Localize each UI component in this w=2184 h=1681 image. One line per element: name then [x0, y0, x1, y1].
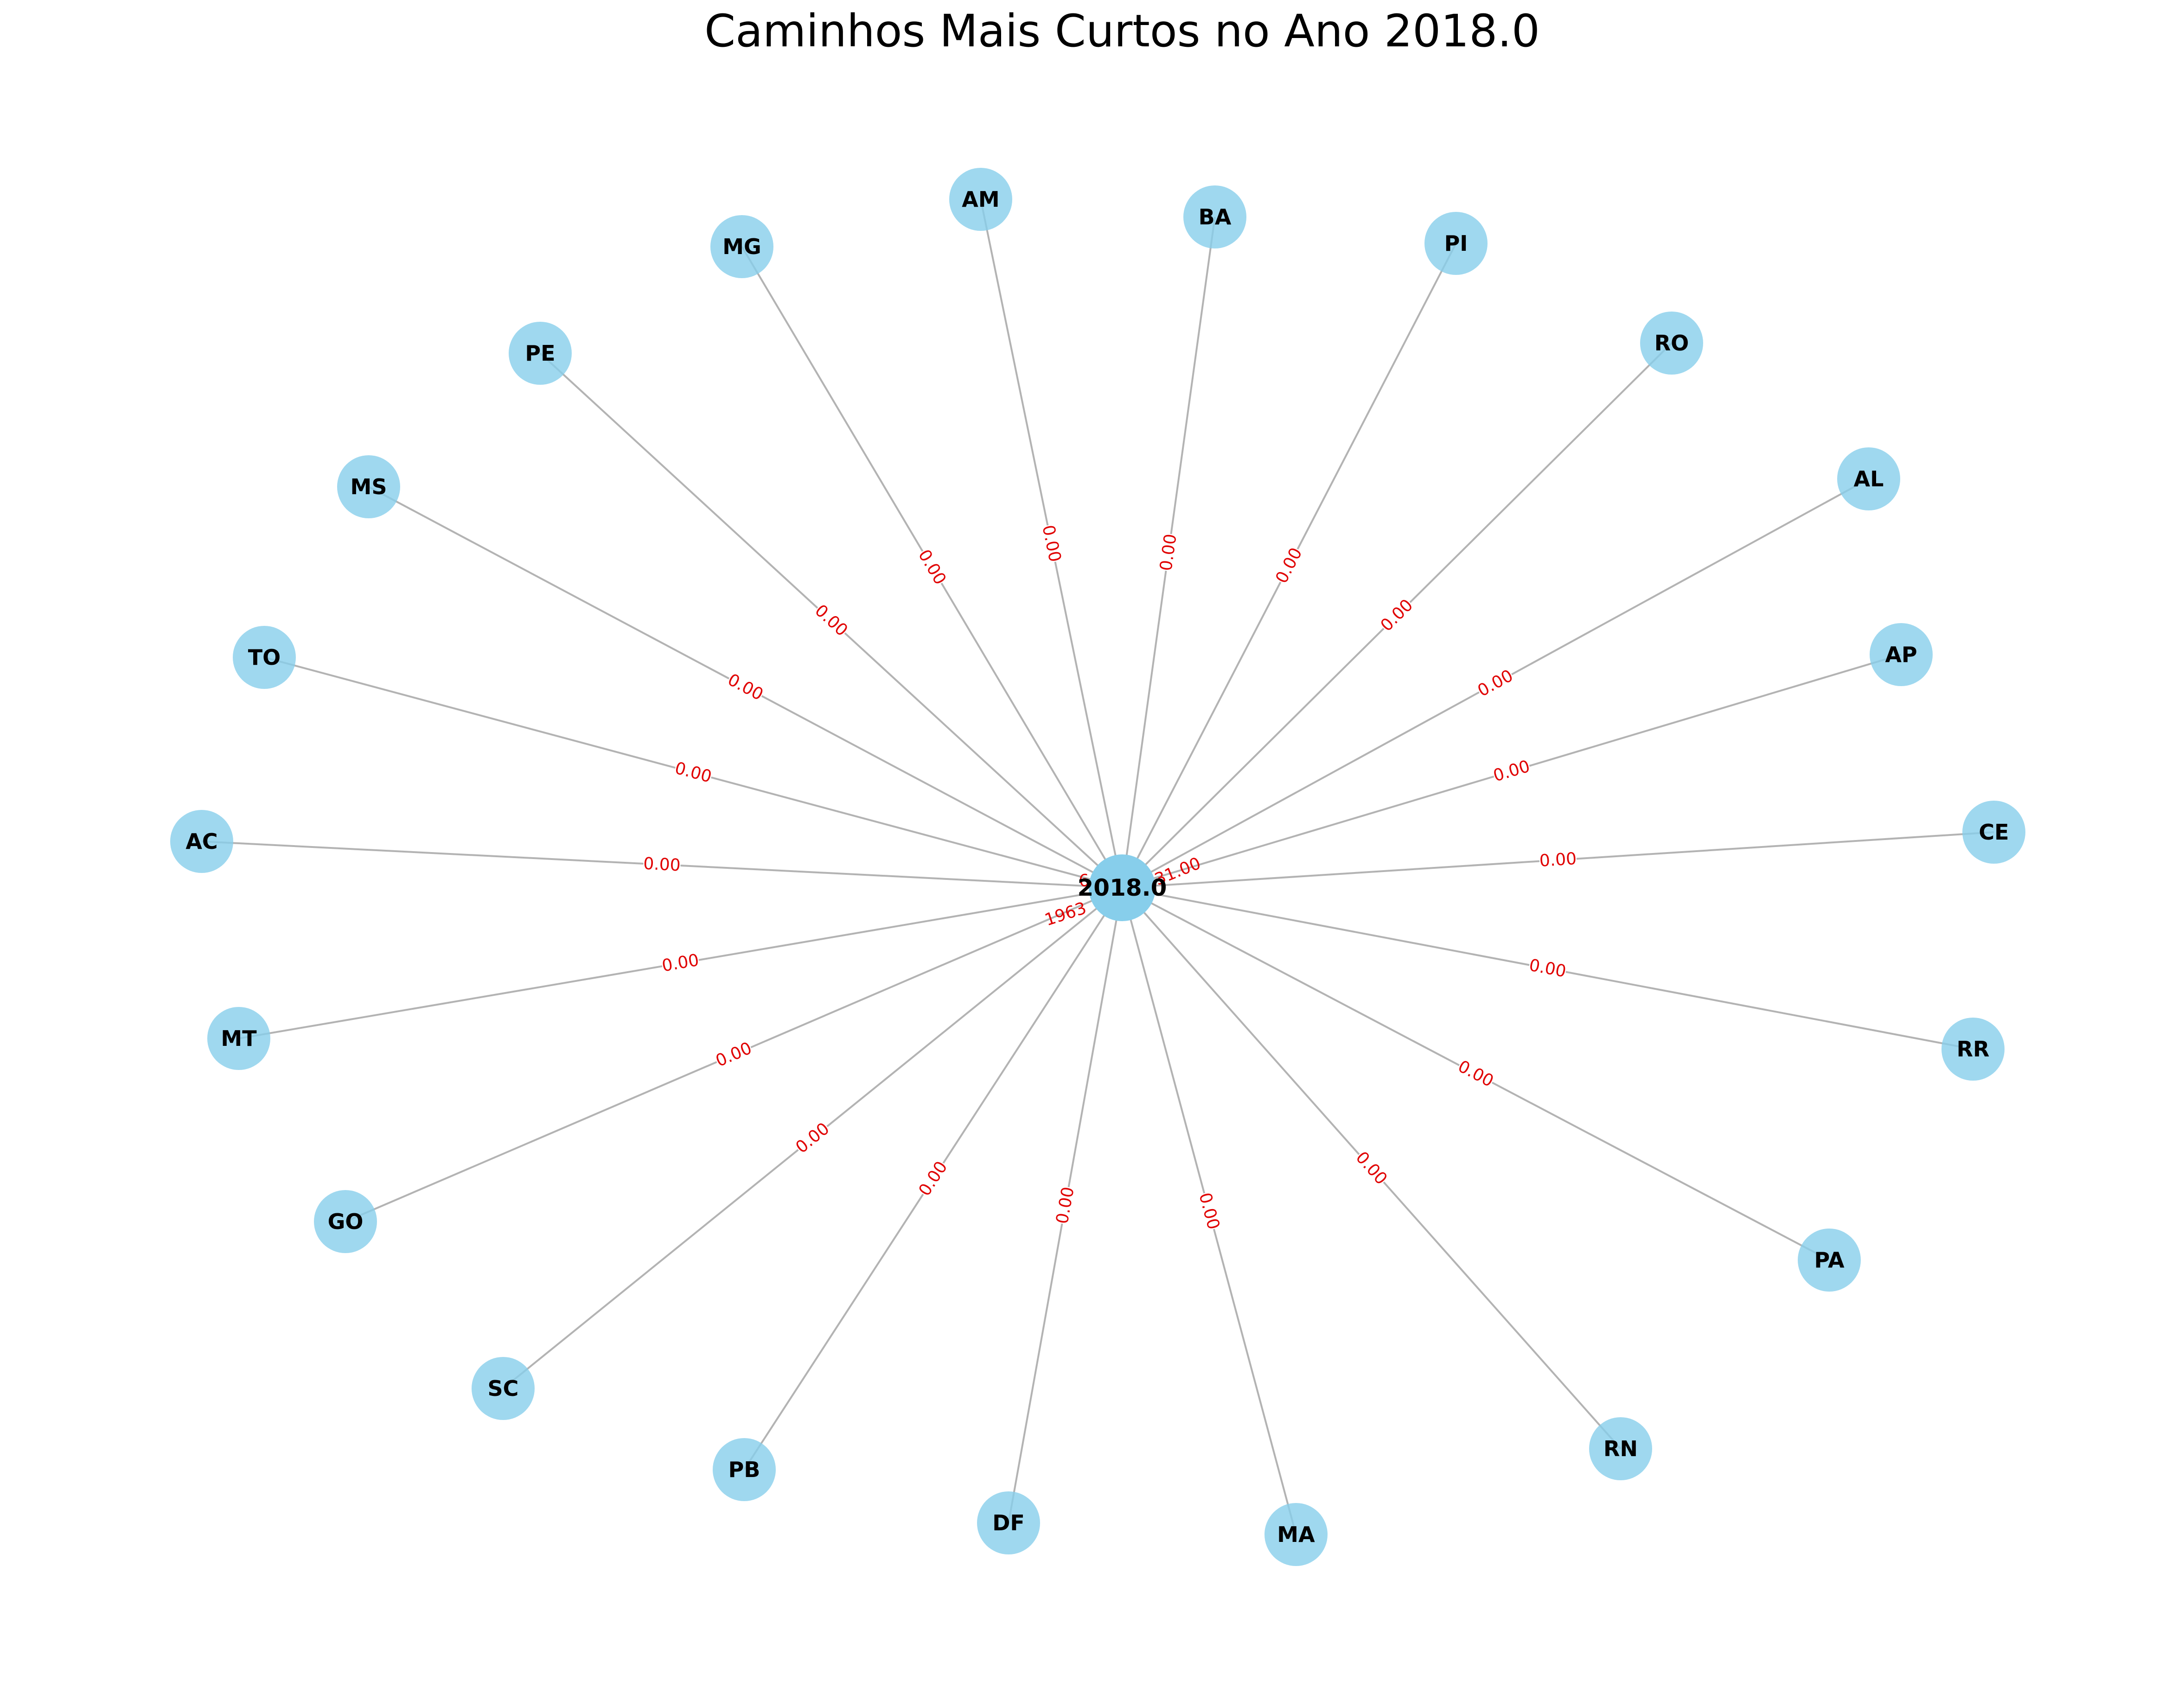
edge-label-ac: 0.00	[643, 854, 681, 875]
node-label-pe: PE	[525, 341, 555, 366]
edge-label-df: 0.00	[1053, 1185, 1078, 1225]
edge-label-background	[673, 758, 714, 787]
node-ms	[337, 455, 400, 518]
edge-label-rr: 0.00	[1527, 955, 1567, 981]
node-ce	[1962, 801, 2025, 864]
node-to	[233, 626, 296, 689]
node-label-go: GO	[328, 1209, 364, 1234]
edge-label-to: 0.00	[673, 758, 714, 786]
node-label-sc: SC	[488, 1376, 519, 1401]
edge-label-ce: 0.00	[1539, 849, 1577, 871]
node-mg	[710, 215, 773, 278]
center-edge-label: 1963	[1042, 898, 1089, 930]
node-al	[1837, 447, 1900, 510]
node-label-ac: AC	[185, 829, 217, 854]
nodes-layer: AM BA PI RO AL AP CE RR PA RN MA DF PB SC GO MT AC TO MS PE…	[170, 168, 2025, 1566]
edge-label-background	[1156, 533, 1181, 572]
node-label-al: AL	[1854, 466, 1884, 491]
edge-label-al: 0.00	[1475, 666, 1516, 700]
node-pi	[1424, 212, 1488, 275]
node-sc	[472, 1357, 535, 1420]
node-label-ba: BA	[1199, 204, 1232, 229]
edge-label-background	[1352, 1148, 1391, 1189]
center-edge-label: 6	[1078, 871, 1090, 891]
node-mt	[207, 1007, 270, 1070]
edge-label-background	[1272, 545, 1306, 586]
edge-labels-layer: 0.00 0.00 0.00 0.00 0.00 0.00 0.00 0.00 0.00 0.00…	[643, 523, 1577, 1231]
edge-label-ms: 0.00	[724, 670, 766, 705]
edge-label-background	[1053, 1185, 1078, 1225]
node-ap	[1870, 623, 1933, 686]
node-pb	[713, 1438, 776, 1501]
node-ro	[1640, 312, 1703, 375]
edge-label-mg: 0.00	[914, 547, 950, 588]
center-node-label: 2018.0	[1078, 874, 1167, 901]
edge-label-background	[1491, 757, 1533, 786]
node-label-rr: RR	[1957, 1037, 1990, 1062]
node-pe	[509, 322, 572, 385]
edge-label-ap: 0.00	[1491, 757, 1533, 785]
edge-label-background	[915, 1158, 952, 1199]
edge-label-background	[1038, 523, 1065, 564]
node-label-rn: RN	[1603, 1436, 1638, 1461]
node-ma	[1264, 1503, 1328, 1566]
graph-title: Caminhos Mais Curtos no Ano 2018.0	[704, 5, 1540, 57]
edge-label-background	[1377, 596, 1417, 635]
edge-label-background	[1475, 666, 1516, 700]
node-df	[977, 1491, 1040, 1554]
edge-label-ma: 0.00	[1195, 1191, 1223, 1231]
edge-label-background	[643, 854, 681, 875]
node-label-pi: PI	[1444, 231, 1468, 256]
edge-label-background	[1195, 1191, 1223, 1232]
edge-label-background	[1527, 955, 1568, 981]
node-label-ce: CE	[1979, 820, 2009, 845]
edge-label-background	[811, 601, 851, 640]
node-ba	[1183, 185, 1246, 248]
node-label-ms: MS	[351, 474, 387, 499]
edge-label-background	[914, 546, 950, 588]
edge-label-background	[792, 1119, 833, 1157]
node-label-ap: AP	[1885, 642, 1917, 667]
edge-label-pb: 0.00	[915, 1158, 951, 1200]
edge-label-ba: 0.00	[1156, 533, 1181, 572]
node-label-am: AM	[962, 187, 999, 212]
node-am	[949, 168, 1012, 231]
node-pa	[1798, 1229, 1861, 1292]
node-rr	[1941, 1018, 2005, 1081]
edge-label-background	[660, 951, 701, 975]
node-label-ro: RO	[1654, 331, 1689, 356]
edge-label-pi: 0.00	[1272, 545, 1306, 586]
edge-label-background	[724, 670, 766, 704]
edge-label-background	[1539, 849, 1577, 871]
edge-label-go: 0.00	[713, 1038, 755, 1070]
edge-label-background	[713, 1038, 755, 1071]
edge-label-background	[1455, 1057, 1497, 1091]
node-label-ma: MA	[1277, 1522, 1315, 1547]
node-rn	[1589, 1417, 1652, 1480]
node-label-df: DF	[992, 1510, 1025, 1535]
node-label-mg: MG	[722, 234, 761, 259]
edge-label-am: 0.00	[1038, 523, 1064, 564]
edge-label-sc: 0.00	[792, 1119, 833, 1157]
node-label-mt: MT	[221, 1026, 257, 1051]
center-node	[1089, 854, 1156, 921]
node-go	[314, 1190, 377, 1253]
node-label-pb: PB	[728, 1457, 760, 1482]
node-label-to: TO	[248, 645, 281, 670]
node-label-pa: PA	[1814, 1248, 1844, 1273]
node-ac	[170, 810, 233, 873]
edge-label-pa: 0.00	[1455, 1057, 1496, 1091]
edge-label-mt: 0.00	[661, 951, 701, 976]
